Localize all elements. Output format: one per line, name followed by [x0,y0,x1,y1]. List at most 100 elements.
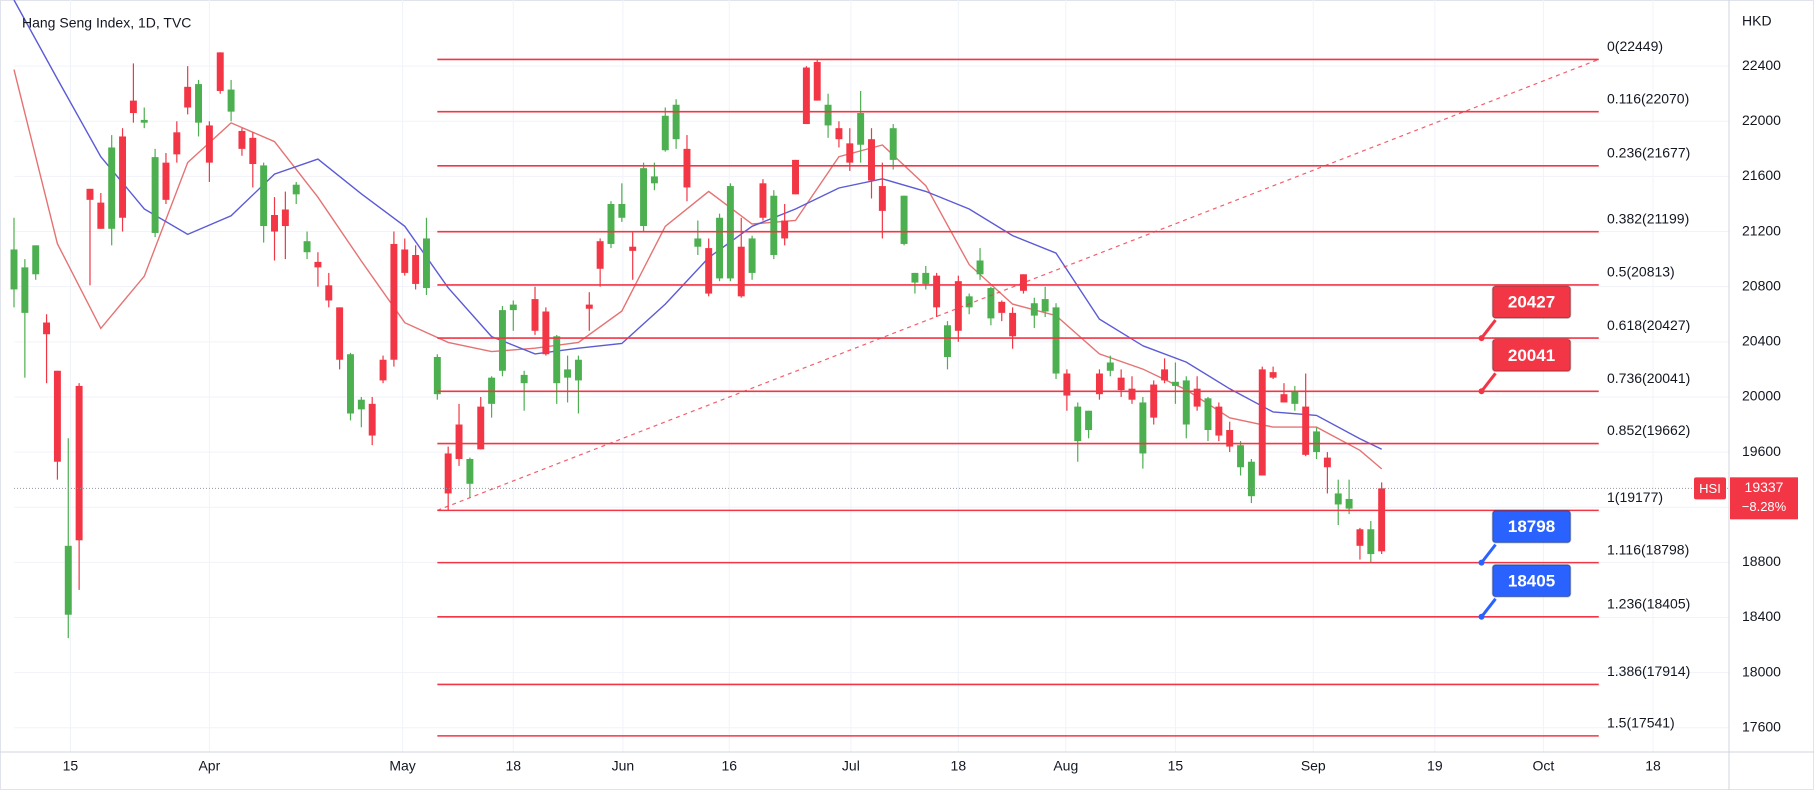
candle-body [1247,461,1255,497]
callout-pointer [1480,319,1497,340]
callout-label: 18405 [1508,571,1555,590]
candle-body [1074,406,1082,442]
x-tick-label: Oct [1532,758,1554,774]
candle-body [205,125,213,163]
fib-level-label: 0.236(21677) [1607,145,1690,161]
candle-body [1095,373,1103,395]
x-tick-label: 19 [1427,758,1443,774]
candle-body [140,119,148,123]
candle-body [314,261,322,268]
candle-body [53,370,61,462]
y-tick-label: 20800 [1742,277,1781,293]
candle-body [1161,369,1169,381]
candle-body [444,453,452,494]
candle-body [21,267,29,313]
candle-body [151,157,159,233]
candle-body [249,137,257,165]
candle-body [585,304,593,309]
candle-body [336,307,344,360]
candle-body [303,241,311,253]
candle-body [1302,406,1310,455]
x-tick-label: Aug [1053,758,1078,774]
candle-body [1085,410,1093,431]
candle-body [1171,381,1179,386]
candle-body [195,84,202,123]
candle-body [1313,431,1321,453]
fib-level-label: 0.736(20041) [1607,370,1690,386]
candle-body [835,128,843,140]
candle-body [97,202,105,229]
x-tick-label: Sep [1301,758,1326,774]
candle-body [520,374,528,384]
candle-body [1019,274,1027,291]
candle-body [1063,373,1071,396]
candle-body [281,209,289,227]
candle-body [466,458,474,484]
candle-body [1182,380,1190,425]
x-tick-label: Jun [612,758,635,774]
candle-body [1117,377,1125,391]
fib-level-label: 0.382(21199) [1607,210,1689,226]
fib-level-label: 0.852(19662) [1607,422,1690,438]
x-tick-label: 18 [1645,758,1661,774]
callout-box [1491,564,1572,598]
candle-body [1009,312,1017,337]
y-tick-label: 18400 [1742,608,1781,624]
candle-body [1367,529,1375,555]
fib-level-label: 0.5(20813) [1607,264,1675,280]
candle-body [119,136,127,218]
candle-body [813,62,821,101]
candle-body [596,241,604,269]
candle-body [1052,307,1060,374]
candle-body [108,147,116,229]
candle-body [759,183,767,218]
candle-body [694,238,702,247]
x-tick-label: 16 [722,758,738,774]
candle-body [43,322,51,335]
candle-body [857,113,865,145]
candle-body [1280,394,1288,403]
symbol-label: HSI [1699,481,1721,496]
candle-body [271,215,278,232]
candle-body [1106,362,1114,371]
callout-anchor [1478,388,1485,395]
candle-body [325,285,333,301]
candle-body [922,272,930,284]
callout-box [1491,509,1572,544]
candle-body [705,248,713,294]
candle-body [640,168,648,227]
candle-body [184,86,192,108]
candle-body [1356,529,1364,546]
x-tick-label: Jul [842,758,860,774]
candle-body [802,67,810,125]
candle-body [64,545,72,615]
chart-title: Hang Seng Index, 1D, TVC [22,15,191,31]
candle-body [1269,372,1277,378]
x-tick-label: 18 [506,758,522,774]
candle-body [531,299,539,331]
candle-body [933,275,941,308]
candle-body [889,128,897,160]
candle-body [1291,391,1299,404]
candle-body [1378,488,1386,552]
callout-anchor [1478,559,1485,566]
candle-body [1139,402,1147,454]
fib-level-label: 0(22449) [1607,38,1663,54]
candle-body [347,354,354,414]
candle-body [716,217,724,279]
callout-label: 20427 [1508,293,1555,312]
x-tick-label: 18 [951,758,967,774]
candle-body [1041,299,1049,312]
candle-body [1128,388,1136,400]
candle-body [564,369,572,378]
candle-body [260,165,268,227]
candle-body [672,104,680,140]
candle-body [498,310,506,371]
last-price-label: 19337 [1745,479,1784,495]
y-tick-label: 17600 [1742,718,1781,734]
overlay: 0(22449) 0.116(22070) 0.236(21677) 0.382(21… [14,38,1798,737]
candle-body [32,245,40,275]
candle-body [781,220,789,239]
